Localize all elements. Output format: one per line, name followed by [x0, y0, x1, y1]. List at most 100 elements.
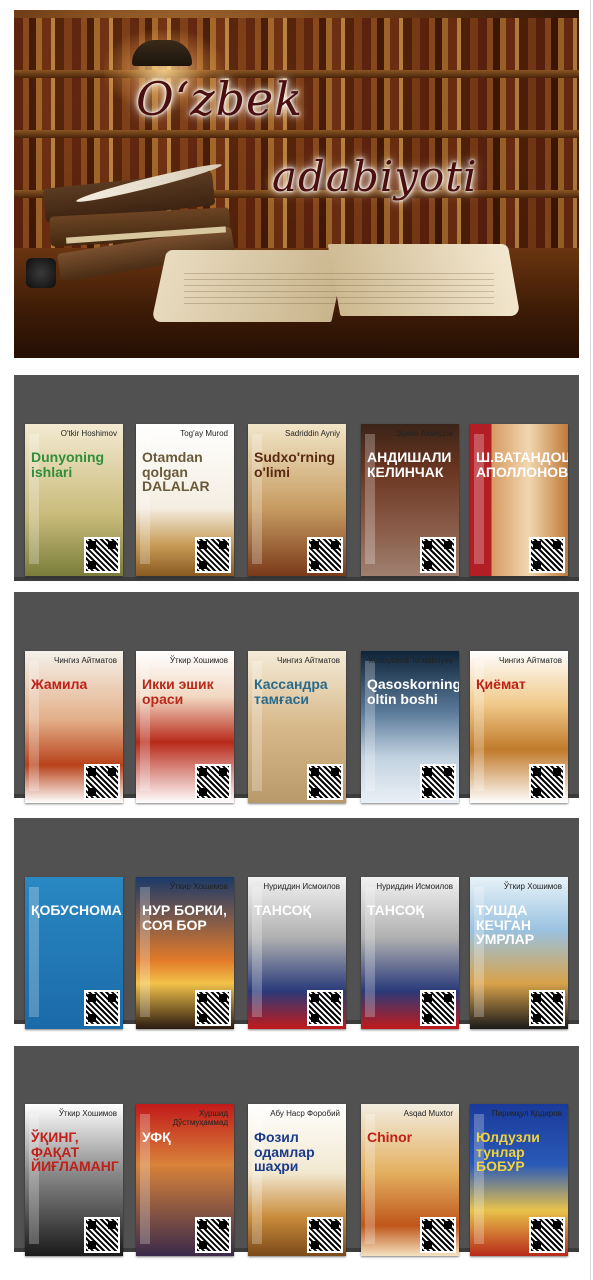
book-title: ҚОБУСНОМА: [31, 902, 122, 918]
book-cover[interactable]: Asqad Muxtor Chinor: [361, 1104, 459, 1256]
book-spine-highlight: [365, 887, 375, 1017]
book-cover[interactable]: Xudoyberdi To'xtaboyev Qasoskorning oltin…: [361, 651, 459, 803]
book-spine-highlight: [29, 434, 39, 564]
book-title: Қиёмат: [476, 676, 526, 692]
book-spine-highlight: [252, 434, 262, 564]
book-spine-highlight: [29, 887, 39, 1017]
qr-code-icon[interactable]: [529, 764, 565, 800]
book-spine-highlight: [474, 887, 484, 1017]
book-title: ТАНСОҚ: [367, 902, 425, 918]
qr-code-icon[interactable]: [307, 764, 343, 800]
book-title: Otamdan qolgan DALALAR: [142, 449, 210, 495]
book-cover[interactable]: Абу Наср Форобий Фозил одамлар шаҳри: [248, 1104, 346, 1256]
book-cover[interactable]: Ўткир Хошимов Икки эшик ораси: [136, 651, 234, 803]
book-title: ЎҚИНГ, ФАҚАТ ЙИҒЛАМАНГ: [31, 1129, 119, 1175]
book-title: Икки эшик ораси: [142, 676, 214, 707]
qr-code-icon[interactable]: [420, 537, 456, 573]
book-title: ТУШДА КЕЧГАН УМРЛАР: [476, 902, 535, 948]
book-spine-highlight: [140, 661, 150, 791]
book-spine-highlight: [29, 661, 39, 791]
book-cover[interactable]: Нуриддин Исмоилов ТАНСОҚ: [361, 877, 459, 1029]
qr-code-icon[interactable]: [420, 764, 456, 800]
book-author: Sadriddin Ayniy: [285, 429, 340, 438]
book-cover[interactable]: Эркин Ахмедов АНДИШАЛИ КЕЛИНЧАК: [361, 424, 459, 576]
book-title: Кассандра тамғаси: [254, 676, 328, 707]
book-spine-highlight: [365, 434, 375, 564]
book-spine-highlight: [252, 887, 262, 1017]
qr-code-icon[interactable]: [84, 537, 120, 573]
book-title: Dunyoning ishlari: [31, 449, 105, 480]
book-author: Пиримқул Қодиров: [491, 1109, 562, 1118]
lamp-icon: [132, 40, 192, 66]
qr-code-icon[interactable]: [307, 990, 343, 1026]
book-author: Tog'ay Murod: [180, 429, 228, 438]
book-cover[interactable]: Пиримқул Қодиров Юлдузли тунлар БОБУР: [470, 1104, 568, 1256]
book-author: Чингиз Айтматов: [53, 656, 117, 665]
book-author: Ўткир Хошимов: [58, 1109, 117, 1118]
book-cover[interactable]: Хуршид Дўстмуҳаммад УФҚ: [136, 1104, 234, 1256]
book-title: АНДИШАЛИ КЕЛИНЧАК: [367, 449, 452, 480]
book-cover[interactable]: Чингиз Айтматов Қиёмат: [470, 651, 568, 803]
book-author: Эркин Ахмедов: [395, 429, 453, 438]
book-cover[interactable]: Tog'ay Murod Otamdan qolgan DALALAR: [136, 424, 234, 576]
book-cover[interactable]: Ўткир Хошимов ТУШДА КЕЧГАН УМРЛАР: [470, 877, 568, 1029]
qr-code-icon[interactable]: [84, 764, 120, 800]
banner-title-line1: O‘zbek: [136, 72, 304, 126]
book-cover[interactable]: O'tkir Hoshimov Dunyoning ishlari: [25, 424, 123, 576]
book-title: Юлдузли тунлар БОБУР: [476, 1129, 540, 1175]
book-spine-highlight: [140, 887, 150, 1017]
qr-code-icon[interactable]: [307, 1217, 343, 1253]
banner-title-line2: adabiyoti: [272, 152, 478, 201]
book-author: Ўткир Хошимов: [503, 882, 562, 891]
book-title: Фозил одамлар шаҳри: [254, 1129, 315, 1175]
book-spine-highlight: [140, 434, 150, 564]
book-cover[interactable]: Sadriddin Ayniy Sudxo'rning o'limi: [248, 424, 346, 576]
qr-code-icon[interactable]: [307, 537, 343, 573]
banner: O‘zbek adabiyoti: [14, 10, 579, 358]
book-cover[interactable]: Чингиз Айтматов Жамила: [25, 651, 123, 803]
book-cover[interactable]: Чингиз Айтматов Кассандра тамғаси: [248, 651, 346, 803]
book-author: O'tkir Hoshimov: [60, 429, 117, 438]
book-spine-highlight: [474, 434, 484, 564]
book-title: Жамила: [31, 676, 88, 692]
book-title: Sudxo'rning o'limi: [254, 449, 336, 480]
qr-code-icon[interactable]: [529, 1217, 565, 1253]
book-title: ТАНСОҚ: [254, 902, 312, 918]
book-author: Ўткир Хошимов: [169, 656, 228, 665]
book-cover[interactable]: ҚОБУСНОМА: [25, 877, 123, 1029]
qr-code-icon[interactable]: [420, 990, 456, 1026]
book-spine-highlight: [252, 661, 262, 791]
book-spine-highlight: [140, 1114, 150, 1244]
book-title: Qasoskorning oltin boshi: [367, 676, 459, 707]
book-title: Ш.ВАТАНДОШ АПОЛЛОНОВИЧ: [476, 449, 568, 480]
book-title: Chinor: [367, 1129, 413, 1145]
qr-code-icon[interactable]: [195, 1217, 231, 1253]
book-cover[interactable]: Ўткир Хошимов НУР БОРКИ, СОЯ БОР: [136, 877, 234, 1029]
book-author: Нуриддин Исмоилов: [376, 882, 453, 891]
book-cover[interactable]: Нуриддин Исмоилов ТАНСОҚ: [248, 877, 346, 1029]
qr-code-icon[interactable]: [195, 990, 231, 1026]
book-spine-highlight: [474, 1114, 484, 1244]
book-spine-highlight: [29, 1114, 39, 1244]
qr-code-icon[interactable]: [529, 537, 565, 573]
qr-code-icon[interactable]: [84, 1217, 120, 1253]
inkwell-icon: [26, 258, 56, 288]
qr-code-icon[interactable]: [529, 990, 565, 1026]
book-author: Нуриддин Исмоилов: [263, 882, 340, 891]
book-author: Абу Наср Форобий: [270, 1109, 340, 1118]
qr-code-icon[interactable]: [195, 764, 231, 800]
qr-code-icon[interactable]: [195, 537, 231, 573]
book-spine-highlight: [365, 1114, 375, 1244]
book-title: НУР БОРКИ, СОЯ БОР: [142, 902, 227, 933]
book-author: Хуршид Дўстмуҳаммад: [172, 1109, 228, 1127]
book-title: УФҚ: [142, 1129, 171, 1145]
book-author: Чингиз Айтматов: [276, 656, 340, 665]
book-author: Xudoyberdi To'xtaboyev: [368, 656, 453, 665]
qr-code-icon[interactable]: [84, 990, 120, 1026]
qr-code-icon[interactable]: [420, 1217, 456, 1253]
book-cover[interactable]: Ш.ВАТАНДОШ АПОЛЛОНОВИЧ: [470, 424, 568, 576]
open-book-icon: [151, 242, 521, 332]
book-spine-highlight: [474, 661, 484, 791]
book-cover[interactable]: Ўткир Хошимов ЎҚИНГ, ФАҚАТ ЙИҒЛАМАНГ: [25, 1104, 123, 1256]
book-spine-highlight: [365, 661, 375, 791]
